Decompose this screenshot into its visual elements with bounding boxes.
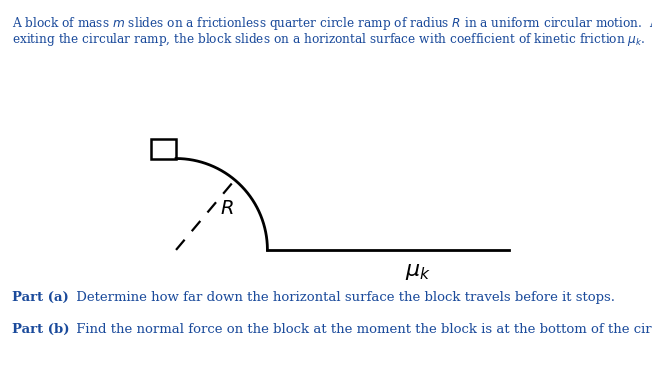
Text: $R$: $R$ (220, 200, 234, 217)
Text: A block of mass $m$ slides on a frictionless quarter circle ramp of radius $R$ i: A block of mass $m$ slides on a friction… (12, 15, 652, 32)
Text: $\mu_k$: $\mu_k$ (405, 260, 431, 282)
Text: Determine how far down the horizontal surface the block travels before it stops.: Determine how far down the horizontal su… (72, 291, 615, 304)
Text: Part (a): Part (a) (12, 291, 68, 304)
Text: Part (b): Part (b) (12, 323, 70, 336)
Text: Find the normal force on the block at the moment the block is at the bottom of t: Find the normal force on the block at th… (72, 323, 652, 336)
Bar (151, 139, 176, 159)
Text: exiting the circular ramp, the block slides on a horizontal surface with coeffic: exiting the circular ramp, the block sli… (12, 31, 645, 48)
